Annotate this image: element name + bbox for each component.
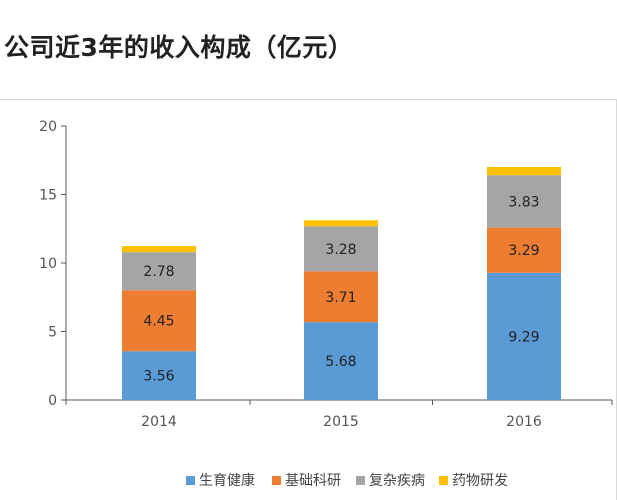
legend-swatch xyxy=(439,476,448,485)
y-tick-label: 5 xyxy=(48,325,57,341)
data-label: 3.29 xyxy=(508,243,539,259)
data-label: 9.29 xyxy=(508,329,539,345)
y-tick-label: 0 xyxy=(48,393,57,409)
legend-label: 药物研发 xyxy=(452,473,508,489)
data-label: 3.28 xyxy=(325,242,356,258)
bar-segment xyxy=(122,252,196,291)
page-title: 公司近3年的收入构成（亿元） xyxy=(4,33,354,62)
bar-segment xyxy=(304,226,378,272)
x-tick-label: 2016 xyxy=(506,414,542,430)
bar-segment xyxy=(487,272,561,400)
bar-segment xyxy=(122,246,196,253)
bar-segment xyxy=(487,227,561,273)
bar-segment xyxy=(304,220,378,227)
y-tick-label: 15 xyxy=(39,188,57,204)
legend-swatch xyxy=(356,476,365,485)
bar-segment xyxy=(304,271,378,323)
x-tick-label: 2015 xyxy=(323,414,359,430)
legend-label: 基础科研 xyxy=(285,472,341,489)
data-label: 5.68 xyxy=(325,354,356,370)
data-label: 3.56 xyxy=(143,369,174,385)
data-label: 4.45 xyxy=(143,314,174,330)
legend-label: 复杂疾病 xyxy=(369,472,425,489)
legend-label: 生育健康 xyxy=(199,472,255,489)
bar-segment xyxy=(487,166,561,176)
y-tick-label: 20 xyxy=(39,119,57,135)
bar-segment xyxy=(122,351,196,400)
data-label: 3.83 xyxy=(508,194,539,210)
y-tick-label: 10 xyxy=(39,256,57,272)
bar-segment xyxy=(487,175,561,228)
legend-swatch xyxy=(272,476,281,485)
data-label: 2.78 xyxy=(143,264,174,280)
x-tick-label: 2014 xyxy=(141,414,177,430)
data-label: 3.71 xyxy=(325,290,356,306)
bar-segment xyxy=(122,290,196,352)
legend-swatch xyxy=(186,476,195,485)
bar-segment xyxy=(304,322,378,400)
